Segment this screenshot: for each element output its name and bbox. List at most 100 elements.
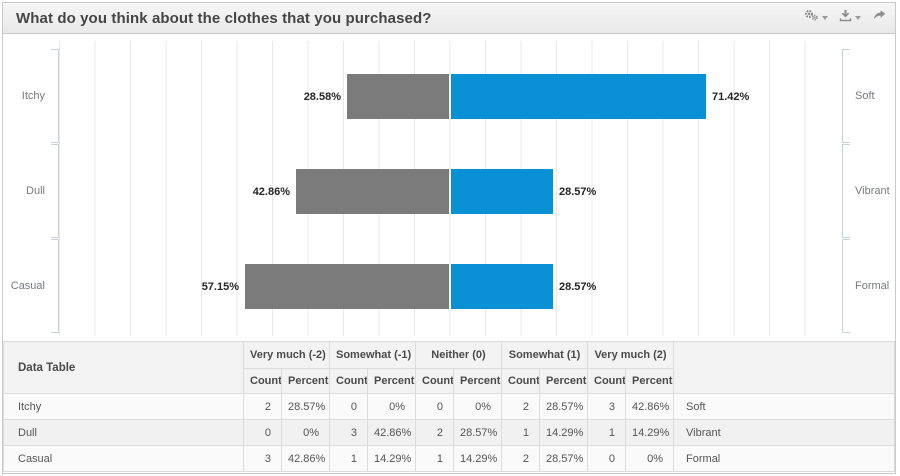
row-label-cell: Itchy bbox=[3, 393, 244, 420]
table-header: Data Table Very much (-2) Somewhat (-1) Nei… bbox=[3, 341, 895, 394]
value-cell: 1 bbox=[587, 419, 627, 446]
percent-column-header: Percent bbox=[281, 368, 330, 394]
value-cell: 3 bbox=[329, 419, 368, 446]
value-cell: 0% bbox=[625, 445, 675, 472]
right-label-cell: Formal bbox=[842, 239, 895, 333]
percent-column-header: Percent bbox=[367, 368, 416, 394]
value-cell: 1 bbox=[329, 445, 368, 472]
count-column-header: Count bbox=[501, 368, 540, 394]
table-group-header: Very much (2) bbox=[587, 341, 675, 369]
table-end-header bbox=[673, 341, 895, 394]
positive-bar bbox=[451, 264, 553, 309]
positive-percent-label: 71.42% bbox=[712, 90, 750, 103]
value-cell: 14.29% bbox=[453, 445, 502, 472]
chevron-down-icon bbox=[855, 16, 861, 20]
table-group-header-row: Data Table Very much (-2) Somewhat (-1) Nei… bbox=[3, 341, 895, 394]
right-category-label: Soft bbox=[855, 90, 875, 102]
count-column-header: Count bbox=[243, 368, 282, 394]
value-cell: 0% bbox=[367, 393, 416, 420]
value-cell: 0 bbox=[329, 393, 368, 420]
value-cell: 0 bbox=[587, 445, 627, 472]
positive-bar bbox=[451, 169, 553, 214]
left-label-cell: Itchy bbox=[3, 49, 59, 143]
value-cell: 2 bbox=[243, 393, 282, 420]
row-bracket bbox=[842, 144, 850, 238]
row-bracket bbox=[842, 49, 850, 143]
value-cell: 28.57% bbox=[538, 393, 589, 420]
negative-percent-label: 28.58% bbox=[303, 90, 341, 103]
table-group-header: Very much (-2) bbox=[243, 341, 330, 369]
row-label-cell: Dull bbox=[3, 419, 244, 446]
chart-row: Casual 57.15% 28.57% Formal bbox=[3, 239, 895, 334]
chart-row: Dull 42.86% 28.57% Vibrant bbox=[3, 144, 895, 239]
table-group-header: Somewhat (1) bbox=[500, 341, 589, 369]
chevron-down-icon bbox=[822, 16, 828, 20]
value-cell: 0% bbox=[281, 419, 330, 446]
table-subheader-row: Count Percent Count Percent Count Percent Coun… bbox=[4, 368, 895, 394]
negative-bar bbox=[347, 74, 449, 119]
value-cell: 42.86% bbox=[367, 419, 416, 446]
row-bracket bbox=[842, 239, 850, 333]
download-icon bbox=[839, 9, 852, 27]
positive-bar bbox=[451, 74, 706, 119]
share-button[interactable] bbox=[871, 7, 887, 29]
right-label-cell: Vibrant bbox=[842, 144, 895, 238]
count-column-header: Count bbox=[415, 368, 454, 394]
percent-column-header: Percent bbox=[625, 368, 675, 394]
value-cell: 0% bbox=[453, 393, 502, 420]
value-cell: 1 bbox=[415, 445, 454, 472]
value-cell: 42.86% bbox=[281, 445, 330, 472]
left-label-cell: Casual bbox=[3, 239, 59, 333]
download-button[interactable] bbox=[838, 7, 862, 29]
negative-bar bbox=[296, 169, 449, 214]
right-category-label: Formal bbox=[855, 280, 890, 292]
percent-column-header: Percent bbox=[453, 368, 502, 394]
value-cell: 14.29% bbox=[367, 445, 416, 472]
row-bracket bbox=[51, 49, 59, 143]
data-table: Data Table Very much (-2) Somewhat (-1) Nei… bbox=[3, 341, 895, 472]
negative-bar bbox=[245, 264, 449, 309]
chart-rows: Itchy 28.58% 71.42% Soft Dull 42.86% 28.57% Vib… bbox=[3, 49, 895, 334]
table-row: Casual 3 42.86% 1 14.29% 1 14.29% 2 28.57% 0 0% For… bbox=[3, 445, 895, 472]
diverging-bar-chart: Itchy 28.58% 71.42% Soft Dull 42.86% 28.57% Vib… bbox=[3, 34, 895, 341]
left-category-label: Casual bbox=[10, 280, 45, 292]
table-group-header: Neither (0) bbox=[415, 341, 502, 369]
table-body: Itchy 2 28.57% 0 0% 0 0% 2 28.57% 3 42.86% Soft Dull… bbox=[3, 393, 895, 472]
value-cell: 3 bbox=[587, 393, 627, 420]
negative-percent-label: 57.15% bbox=[201, 280, 239, 293]
value-cell: 2 bbox=[415, 419, 454, 446]
positive-percent-label: 28.57% bbox=[559, 185, 597, 198]
value-cell: 28.57% bbox=[281, 393, 330, 420]
value-cell: 2 bbox=[501, 445, 540, 472]
value-cell: 42.86% bbox=[625, 393, 675, 420]
count-column-header: Count bbox=[587, 368, 627, 394]
right-label-cell: Soft bbox=[842, 49, 895, 143]
question-title: What do you think about the clothes that… bbox=[16, 9, 432, 27]
value-cell: 1 bbox=[501, 419, 540, 446]
row-right-label-cell: Formal bbox=[673, 445, 895, 472]
value-cell: 0 bbox=[415, 393, 454, 420]
row-bracket bbox=[51, 144, 59, 238]
gears-icon bbox=[804, 9, 819, 27]
table-group-header: Somewhat (-1) bbox=[329, 341, 416, 369]
row-right-label-cell: Vibrant bbox=[673, 419, 895, 446]
value-cell: 0 bbox=[243, 419, 282, 446]
value-cell: 2 bbox=[501, 393, 540, 420]
value-cell: 28.57% bbox=[538, 445, 589, 472]
table-row: Itchy 2 28.57% 0 0% 0 0% 2 28.57% 3 42.86% Soft bbox=[3, 393, 895, 420]
value-cell: 28.57% bbox=[453, 419, 502, 446]
share-arrow-icon bbox=[872, 9, 886, 27]
table-row: Dull 0 0% 3 42.86% 2 28.57% 1 14.29% 1 14.29% Vibra… bbox=[3, 419, 895, 446]
row-right-label-cell: Soft bbox=[673, 393, 895, 420]
negative-percent-label: 42.86% bbox=[252, 185, 290, 198]
toolbar bbox=[803, 7, 887, 29]
row-label-cell: Casual bbox=[3, 445, 244, 472]
value-cell: 14.29% bbox=[538, 419, 589, 446]
title-bar: What do you think about the clothes that… bbox=[3, 3, 895, 34]
left-label-cell: Dull bbox=[3, 144, 59, 238]
value-cell: 14.29% bbox=[625, 419, 675, 446]
left-category-label: Dull bbox=[26, 185, 45, 197]
positive-percent-label: 28.57% bbox=[559, 280, 597, 293]
left-category-label: Itchy bbox=[21, 90, 45, 102]
settings-button[interactable] bbox=[803, 7, 829, 29]
